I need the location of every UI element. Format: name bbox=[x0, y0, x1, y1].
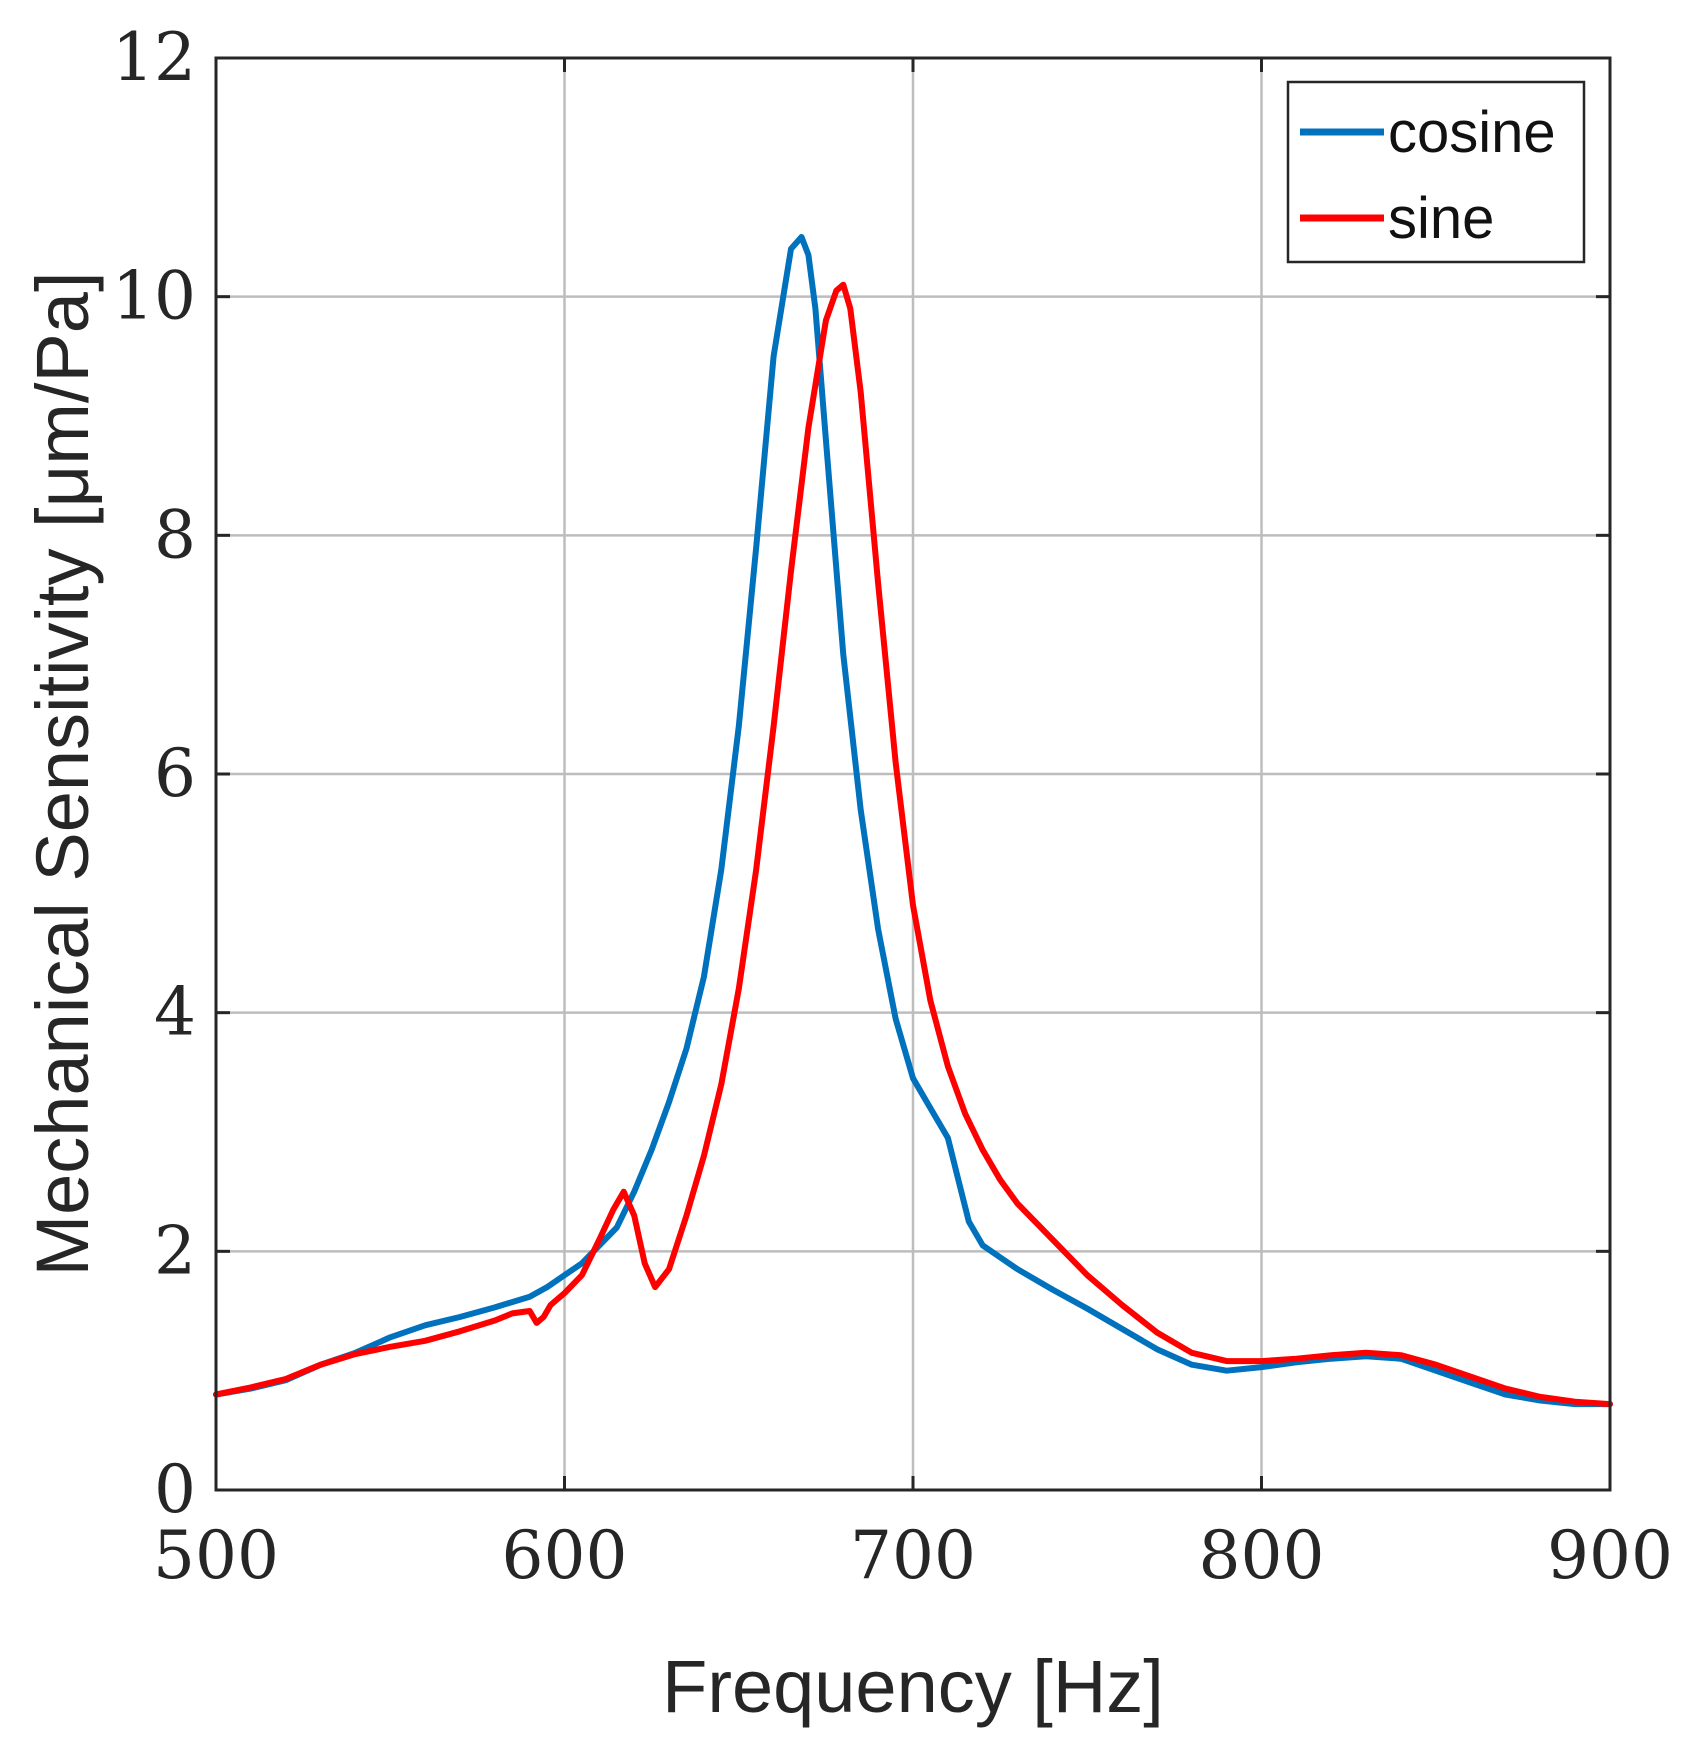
y-tick-label: 12 bbox=[112, 19, 196, 96]
legend: cosine sine bbox=[1286, 80, 1586, 264]
y-axis-title: Mechanical Sensitivity [μm/Pa] bbox=[21, 272, 104, 1277]
legend-box bbox=[1286, 80, 1586, 264]
y-tick-label: 8 bbox=[154, 496, 196, 573]
legend-label-cosine: cosine bbox=[1388, 100, 1556, 165]
x-axis-title: Frequency [Hz] bbox=[662, 1645, 1164, 1728]
series-line-cosine bbox=[213, 234, 1613, 1408]
tick-labels: 500 600 700 800 900 0 2 4 6 8 10 12 bbox=[112, 19, 1673, 1594]
y-tick-label: 4 bbox=[154, 974, 196, 1051]
x-tick-label: 900 bbox=[1547, 1517, 1673, 1594]
y-tick-label: 0 bbox=[154, 1451, 196, 1528]
x-tick-label: 500 bbox=[153, 1517, 279, 1594]
x-tick-label: 700 bbox=[850, 1517, 976, 1594]
x-tick-label: 600 bbox=[502, 1517, 628, 1594]
legend-label-sine: sine bbox=[1388, 186, 1494, 251]
y-tick-label: 6 bbox=[154, 735, 196, 812]
y-tick-label: 2 bbox=[154, 1212, 196, 1289]
series-line-sine bbox=[213, 281, 1613, 1408]
x-tick-label: 800 bbox=[1199, 1517, 1325, 1594]
grid bbox=[216, 58, 1610, 1490]
series-layer bbox=[213, 234, 1613, 1408]
y-tick-label: 10 bbox=[112, 258, 196, 335]
